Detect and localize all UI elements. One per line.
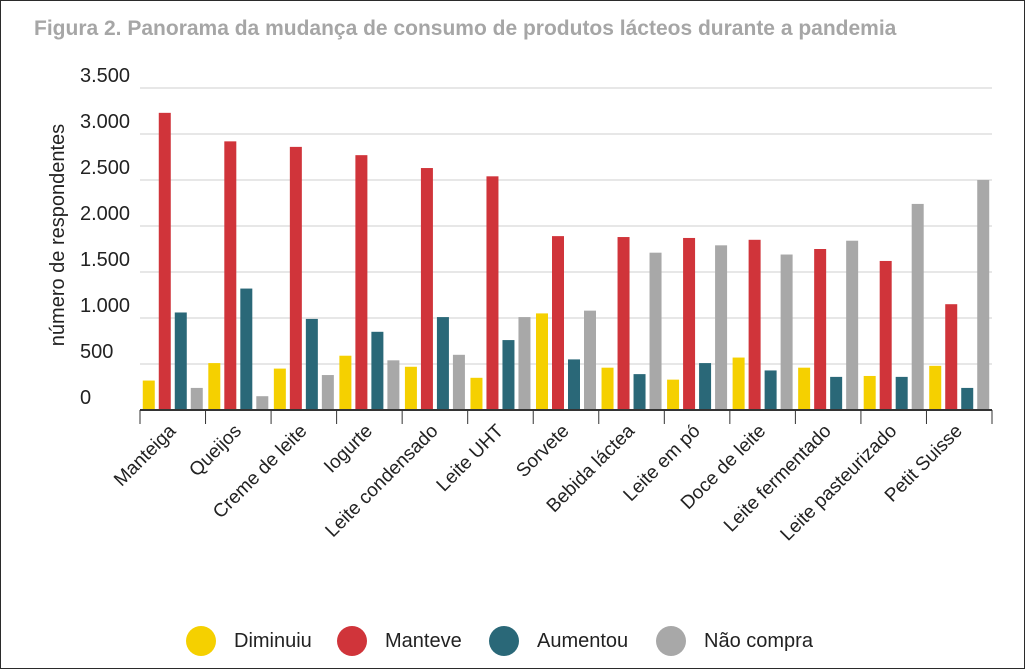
- bar-aumentou: [240, 288, 253, 410]
- bar-aumentou: [961, 387, 974, 410]
- y-axis-ticks: 0 500 1.000 1.500 2.000 2.500 3.000 3.500: [80, 65, 130, 409]
- bar-diminuiu: [863, 375, 876, 410]
- legend-swatch: [186, 626, 216, 656]
- bar-não-compra: [387, 360, 400, 410]
- y-tick-label: 3.000: [80, 111, 130, 133]
- bar-não-compra: [911, 203, 924, 410]
- bar-diminuiu: [601, 367, 614, 410]
- legend-item: Aumentou: [489, 626, 628, 656]
- x-tick-label: Manteiga: [110, 420, 180, 490]
- legend: Diminuiu Manteve Aumentou Não compra: [0, 622, 1025, 662]
- bar-diminuiu: [536, 313, 548, 410]
- bar-não-compra: [846, 240, 859, 410]
- legend-item: Diminuiu: [186, 626, 312, 656]
- bar-não-compra: [715, 245, 728, 410]
- bar-não-compra: [780, 254, 793, 410]
- x-tick-label: Leite pasteurizado: [777, 421, 902, 546]
- gridlines: [140, 87, 992, 365]
- bar-não-compra: [321, 375, 334, 410]
- y-axis-label: número de respondentes: [47, 124, 69, 346]
- legend-swatch: [489, 626, 519, 656]
- bar-manteve: [158, 112, 171, 410]
- bar-diminuiu: [142, 380, 155, 410]
- bar-aumentou: [174, 312, 187, 410]
- chart-title: Figura 2. Panorama da mudança de consumo…: [34, 17, 897, 40]
- bar-manteve: [683, 237, 696, 410]
- bar-manteve: [552, 236, 564, 410]
- bar-diminuiu: [339, 355, 352, 410]
- bar-manteve: [879, 260, 892, 410]
- y-tick-label: 3.500: [80, 65, 130, 87]
- bar-manteve: [224, 141, 237, 411]
- legend-item: Não compra: [656, 626, 813, 656]
- legend-label: Manteve: [385, 629, 462, 652]
- bar-aumentou: [371, 331, 384, 410]
- bar-manteve: [355, 155, 368, 410]
- x-tick-label: Leite UHT: [433, 420, 509, 496]
- bar-diminuiu: [208, 363, 221, 410]
- bar-aumentou: [895, 376, 908, 410]
- y-tick-label: 2.000: [80, 203, 130, 225]
- bar-diminuiu: [470, 377, 483, 410]
- bar-manteve: [420, 168, 433, 410]
- bar-manteve: [617, 237, 630, 410]
- bar-não-compra: [584, 310, 596, 410]
- legend-item: Manteve: [337, 626, 462, 656]
- y-tick-label: 2.500: [80, 157, 130, 179]
- bar-não-compra: [452, 354, 465, 410]
- bar-manteve: [289, 146, 302, 410]
- y-tick-label: 1.500: [80, 249, 130, 271]
- bar-não-compra: [256, 396, 269, 410]
- legend-swatch: [337, 626, 367, 656]
- bar-diminuiu: [404, 366, 417, 410]
- bar-aumentou: [436, 317, 449, 410]
- bar-diminuiu: [273, 368, 286, 410]
- x-tick-label: Leite condensado: [322, 421, 443, 542]
- bar-aumentou: [568, 359, 580, 410]
- bar-diminuiu: [732, 357, 745, 410]
- bar-não-compra: [977, 180, 990, 410]
- bar-aumentou: [699, 363, 712, 410]
- bar-diminuiu: [929, 365, 942, 410]
- bar-manteve: [945, 304, 958, 410]
- legend-label: Diminuiu: [234, 629, 312, 652]
- x-tick-label: Iogurte: [320, 421, 377, 478]
- bars: [142, 112, 990, 411]
- bar-diminuiu: [798, 367, 811, 410]
- y-tick-label: 0: [80, 387, 91, 409]
- bar-aumentou: [502, 340, 515, 410]
- x-axis: [139, 409, 993, 424]
- bar-aumentou: [305, 318, 318, 410]
- legend-swatch: [656, 626, 686, 656]
- bar-aumentou: [830, 376, 843, 410]
- x-tick-label: Sorvete: [512, 421, 573, 482]
- legend-label: Não compra: [704, 629, 813, 652]
- bar-diminuiu: [667, 379, 680, 410]
- legend-label: Aumentou: [537, 629, 629, 652]
- bar-aumentou: [764, 370, 777, 410]
- bar-não-compra: [190, 387, 203, 410]
- bar-não-compra: [649, 252, 662, 410]
- bar-manteve: [748, 239, 761, 410]
- bar-não-compra: [518, 317, 531, 410]
- x-tick-label: Queijos: [185, 421, 245, 481]
- bar-manteve: [486, 176, 499, 410]
- bar-manteve: [814, 249, 827, 410]
- y-tick-label: 1.000: [80, 295, 130, 317]
- bar-aumentou: [633, 374, 646, 410]
- y-tick-label: 500: [80, 341, 113, 363]
